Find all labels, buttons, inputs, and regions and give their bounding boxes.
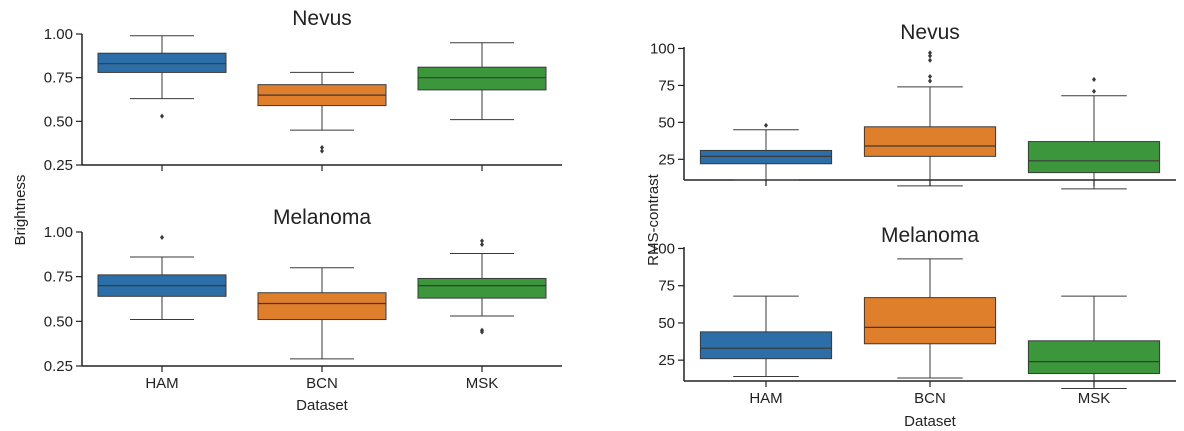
y-tick-label: 50 (658, 114, 675, 131)
box-bcn (863, 258, 997, 379)
outlier-point (928, 73, 932, 80)
box-bcn (863, 50, 997, 187)
panel-title: Melanoma (273, 206, 371, 229)
x-tick-label: MSK (1078, 390, 1111, 407)
x-tick-label: HAM (145, 375, 178, 392)
box-ham (699, 295, 833, 378)
y-tick-label: 0.50 (44, 113, 73, 130)
outlier-point (320, 148, 324, 154)
y-tick-label: 0.25 (44, 358, 73, 375)
panel-1: Nevus 0.25 0.50 0.75 1.00 (44, 7, 562, 174)
panel-title: Melanoma (881, 224, 979, 247)
outlier-point (928, 57, 932, 63)
outlier-point (320, 144, 324, 151)
outlier-point (1092, 76, 1096, 83)
x-axis-label: Dataset (296, 397, 349, 414)
y-tick-label: 0.75 (44, 269, 73, 286)
iqr-box (257, 292, 387, 321)
y-tick-label: 0.75 (44, 70, 73, 87)
iqr-box (417, 277, 547, 299)
iqr-box (97, 52, 227, 73)
outlier-point (480, 241, 484, 248)
outlier-point (160, 234, 164, 240)
outlier-point (1092, 88, 1096, 94)
y-tick-label: 50 (658, 315, 675, 332)
outlier-point (480, 238, 484, 244)
box-msk (417, 42, 547, 121)
box-msk (1027, 295, 1161, 389)
box-msk (417, 238, 547, 335)
y-tick-label: 100 (650, 240, 675, 257)
y-tick-label: 0.50 (44, 313, 73, 330)
y-tick-label: 75 (658, 278, 675, 295)
iqr-box (863, 126, 997, 157)
outlier-point (928, 53, 932, 59)
iqr-box (699, 149, 833, 165)
box-bcn (257, 267, 387, 360)
iqr-box (863, 297, 997, 345)
iqr-box (1027, 340, 1161, 375)
box-ham (699, 122, 833, 181)
outlier-point (480, 329, 484, 335)
box-ham (97, 35, 227, 119)
panel-3: Nevus 25 50 75 100 (650, 21, 1176, 190)
y-tick-label: 25 (658, 352, 675, 369)
iqr-box (699, 331, 833, 360)
outlier-point (928, 78, 932, 84)
y-tick-label: 0.25 (44, 157, 73, 174)
box-bcn (257, 71, 387, 154)
panel-4: Melanoma 25 50 75 100 HAM BCN MSK Dataset (650, 224, 1176, 430)
outlier-point (764, 122, 768, 128)
outlier-point (928, 50, 932, 56)
x-tick-label: HAM (749, 390, 782, 407)
outlier-point (160, 113, 164, 119)
x-axis-label: Dataset (904, 413, 957, 430)
x-tick-label: MSK (466, 375, 499, 392)
y-tick-label: 25 (658, 151, 675, 168)
iqr-box (417, 66, 547, 91)
box-plot-panels: Nevus 0.25 0.50 0.75 1.00 Melanoma 0.25 0.50 0.7… (44, 7, 1176, 430)
left-y-axis-label: Brightness (12, 175, 29, 246)
y-tick-label: 1.00 (44, 224, 73, 241)
panel-2: Melanoma 0.25 0.50 0.75 1.00 HAM BCN MSK Dataset (44, 206, 562, 414)
y-tick-label: 75 (658, 77, 675, 94)
panel-title: Nevus (292, 7, 352, 30)
x-tick-label: BCN (306, 375, 338, 392)
iqr-box (1027, 141, 1161, 174)
box-ham (97, 234, 227, 321)
right-y-axis-label: RMS-contrast (645, 173, 662, 266)
x-tick-label: BCN (914, 390, 946, 407)
box-msk (1027, 76, 1161, 190)
y-tick-label: 1.00 (44, 26, 73, 43)
y-tick-label: 100 (650, 40, 675, 57)
panel-title: Nevus (900, 21, 960, 44)
